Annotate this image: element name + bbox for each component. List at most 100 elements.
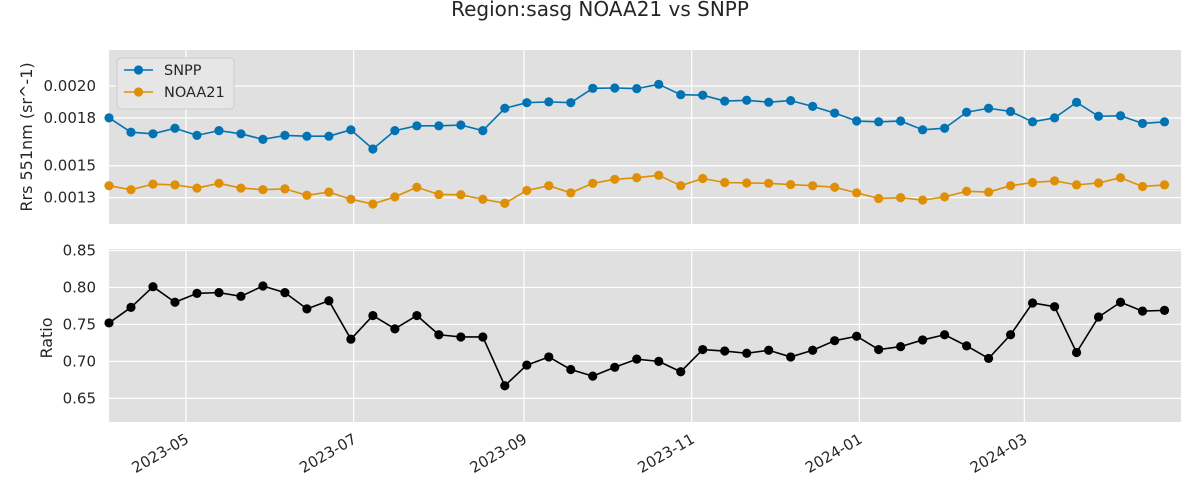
top-data-point	[280, 130, 290, 141]
top-data-point	[896, 193, 906, 203]
top-data-point	[742, 95, 752, 105]
top-data-point	[324, 131, 334, 141]
bottom-data-point	[918, 335, 928, 345]
top-data-point	[1137, 181, 1148, 192]
top-data-point	[302, 131, 312, 141]
top-data-point	[544, 97, 554, 107]
top-data-point	[170, 123, 180, 133]
bottom-data-point	[676, 367, 686, 377]
top-data-point	[104, 181, 114, 191]
top-data-point	[1049, 176, 1060, 186]
top-data-point	[1005, 106, 1016, 117]
bottom-data-point	[852, 331, 862, 341]
top-data-point	[1115, 173, 1126, 183]
bottom-data-point	[1049, 302, 1060, 312]
bottom-data-point	[434, 330, 444, 340]
top-data-point	[830, 182, 840, 192]
legend-swatch-marker	[133, 87, 144, 97]
top-data-point	[962, 186, 972, 196]
x-tick-label: 2023-11	[634, 430, 697, 477]
bottom-data-point	[1027, 298, 1038, 308]
bottom-data-point	[896, 341, 906, 352]
bottom-data-point	[368, 310, 378, 321]
bottom-data-point	[1071, 347, 1082, 358]
top-data-point	[126, 127, 136, 137]
top-data-point	[764, 178, 774, 188]
bottom-data-point	[346, 334, 356, 344]
top-data-point	[852, 116, 862, 126]
bottom-data-point	[1093, 312, 1104, 322]
top-data-point	[896, 116, 906, 126]
top-data-point	[478, 194, 488, 204]
top-y-tick-label: 0.0020	[44, 77, 97, 95]
bottom-data-point	[764, 345, 774, 355]
top-data-point	[654, 79, 664, 89]
top-data-point	[280, 184, 290, 194]
top-data-point	[918, 125, 928, 135]
top-data-point	[236, 129, 246, 139]
bottom-data-point	[544, 352, 554, 362]
top-data-point	[764, 97, 774, 107]
top-data-point	[698, 173, 708, 184]
top-data-point	[566, 188, 576, 198]
bottom-y-tick-label: 0.80	[63, 278, 96, 296]
top-data-point	[456, 190, 466, 200]
top-data-point	[588, 83, 598, 93]
bottom-data-point	[830, 336, 840, 346]
top-data-point	[412, 182, 422, 192]
bottom-y-tick-label: 0.70	[63, 352, 96, 370]
top-data-point	[1159, 117, 1170, 127]
top-data-point	[104, 113, 114, 123]
top-data-point	[214, 126, 224, 136]
top-data-point	[852, 188, 862, 198]
bottom-data-point	[698, 344, 708, 355]
bottom-data-point	[1137, 306, 1148, 316]
bottom-data-point	[632, 354, 642, 364]
legend: SNPP NOAA21	[116, 57, 235, 110]
bottom-data-point	[566, 364, 576, 375]
top-data-point	[874, 193, 884, 204]
top-data-point	[698, 90, 708, 100]
top-data-point	[148, 179, 158, 189]
top-y-tick-label: 0.0015	[44, 157, 97, 175]
bottom-data-point	[610, 362, 620, 372]
top-data-point	[1027, 117, 1038, 127]
top-data-point	[148, 129, 158, 139]
top-data-point	[962, 107, 972, 117]
top-data-point	[676, 181, 686, 191]
top-data-point	[632, 84, 642, 94]
bottom-data-point	[412, 310, 422, 321]
bottom-data-point	[940, 330, 950, 340]
x-tick-label: 2023-07	[296, 430, 359, 477]
bottom-data-point	[522, 360, 532, 370]
bottom-y-tick-label: 0.85	[63, 241, 96, 259]
top-data-point	[500, 198, 510, 208]
top-data-point	[983, 103, 994, 113]
top-data-point	[324, 187, 334, 197]
top-data-point	[918, 195, 928, 205]
top-data-point	[522, 98, 532, 108]
top-data-point	[676, 90, 686, 100]
top-data-point	[192, 183, 202, 193]
top-data-point	[214, 178, 224, 188]
bottom-data-point	[874, 344, 884, 355]
top-data-point	[1159, 180, 1170, 190]
top-data-point	[940, 123, 950, 133]
top-data-point	[610, 174, 620, 184]
top-data-point	[830, 108, 840, 118]
top-data-point	[412, 121, 422, 131]
top-data-point	[368, 144, 378, 154]
x-tick-label: 2023-05	[129, 430, 192, 477]
top-data-point	[192, 130, 202, 141]
top-data-point	[170, 180, 180, 190]
top-data-point	[456, 120, 466, 130]
top-y-axis-label: Rrs 551nm (sr^-1)	[17, 62, 36, 211]
top-data-point	[720, 96, 730, 106]
bottom-y-axis-label: Ratio	[37, 317, 56, 358]
bottom-y-tick-label: 0.65	[63, 389, 96, 407]
bottom-data-point	[302, 304, 312, 314]
bottom-data-point	[983, 353, 994, 364]
bottom-data-point	[500, 381, 510, 391]
bottom-data-point	[280, 288, 290, 298]
